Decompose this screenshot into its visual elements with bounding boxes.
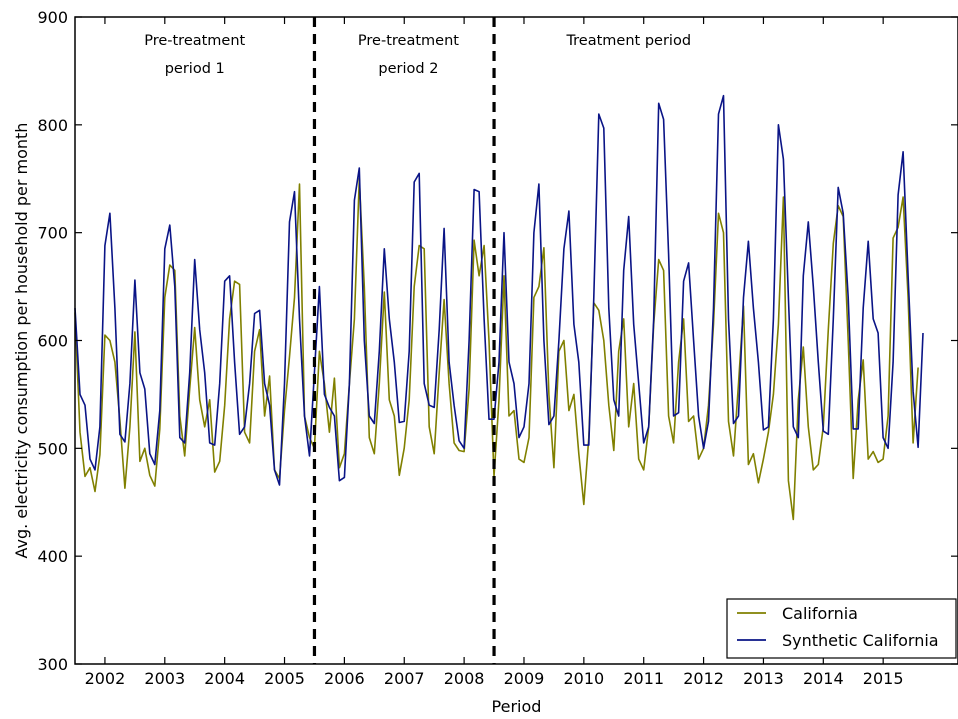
x-tick-label: 2015 [863,669,904,688]
y-tick-label: 500 [37,439,68,458]
period-labels: Pre-treatment period 1 Pre-treatment period… [144,33,691,77]
plot-area-frame [74,16,958,665]
series-line-california [74,178,919,521]
legend: California Synthetic California [726,598,957,659]
y-tick-label: 900 [37,8,68,27]
x-tick-label: 2007 [384,669,425,688]
x-tick-label: 2013 [743,669,784,688]
x-tick-label: 2002 [85,669,126,688]
x-tick-label: 2003 [144,669,185,688]
y-tick-label: 300 [37,655,68,674]
x-axis-title: Period [492,697,542,716]
series-line-synthetic-california [74,94,924,486]
divider-layer [312,17,496,664]
legend-box [726,598,957,659]
period-label-1-line-2: period 1 [165,61,225,77]
period-label-2-line-2: period 2 [378,61,438,77]
x-tick-label: 2010 [563,669,604,688]
y-axis-title: Avg. electricity consumption per househo… [12,123,31,559]
legend-label-california: California [782,604,858,623]
y-tick-label: 700 [37,224,68,243]
axis-ticks: 2002 2003 2004 2005 2006 2007 2008 2009 2010 2011… [37,8,958,688]
x-tick-label: 2012 [683,669,724,688]
legend-label-synthetic-california: Synthetic California [782,631,939,650]
x-tick-label: 2005 [264,669,305,688]
period-label-1-line-1: Pre-treatment [144,33,245,49]
y-tick-label: 600 [37,332,68,351]
x-tick-label: 2008 [444,669,485,688]
x-tick-label: 2006 [324,669,365,688]
period-label-2-line-1: Pre-treatment [358,33,459,49]
x-tick-label: 2004 [204,669,245,688]
x-tick-label: 2011 [623,669,664,688]
x-tick-label: 2014 [803,669,844,688]
x-tick-label: 2009 [504,669,545,688]
period-label-3-line-1: Treatment period [565,33,691,49]
y-tick-label: 400 [37,547,68,566]
y-tick-label: 800 [37,116,68,135]
series-layer [74,94,924,521]
